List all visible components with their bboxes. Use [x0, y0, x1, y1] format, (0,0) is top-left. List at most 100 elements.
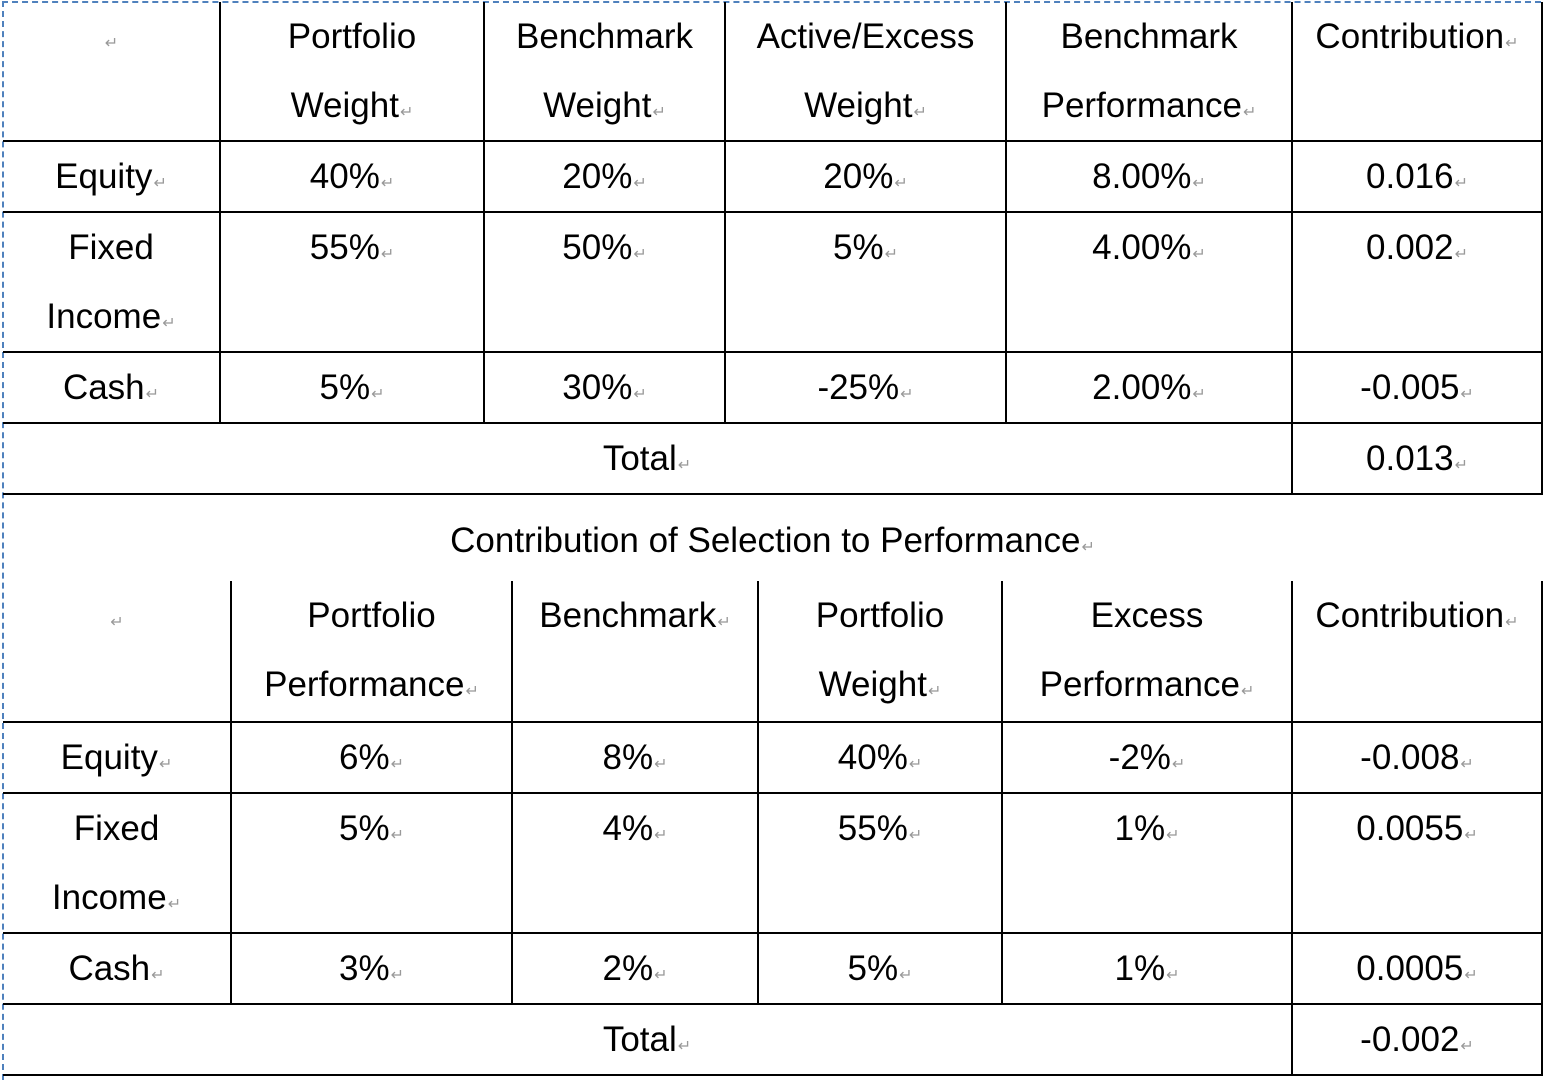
- table-cell: 1%↵: [1001, 932, 1293, 1005]
- cell-line: Weight↵: [727, 71, 1004, 139]
- total-row: Total↵ -0.002↵: [3, 1003, 1543, 1076]
- return-mark-icon: ↵: [1166, 967, 1180, 984]
- table-cell: 0.002↵: [1291, 211, 1543, 353]
- return-mark-icon: ↵: [1505, 614, 1519, 631]
- return-mark-icon: ↵: [145, 386, 160, 403]
- table-cell: 40%↵: [757, 721, 1003, 794]
- cell-text: Portfolio: [815, 596, 945, 635]
- cell-line: 5%↵: [222, 354, 482, 421]
- column-header: Contribution↵: [1291, 581, 1543, 723]
- table-cell: 0.016↵: [1291, 140, 1543, 213]
- return-mark-icon: ↵: [1454, 457, 1468, 474]
- table-row: Cash↵ 5%↵ 30%↵ -25%↵ 2.00%↵ -0.005↵: [3, 351, 1543, 424]
- cell-line: Performance↵: [233, 650, 510, 719]
- cell-text: Performance: [264, 665, 465, 704]
- cell-line: 55%↵: [222, 214, 482, 282]
- return-mark-icon: ↵: [380, 246, 395, 263]
- table-cell: 4%↵: [511, 792, 759, 934]
- return-mark-icon: ↵: [913, 104, 927, 121]
- table-cell: 1%↵: [1001, 792, 1293, 934]
- cell-text: Fixed: [73, 809, 160, 848]
- cell-line: Total↵: [3, 425, 1290, 492]
- cell-line: 1%↵: [1004, 795, 1290, 863]
- cell-line: Weight↵: [222, 71, 482, 139]
- cell-text: 8.00%: [1092, 157, 1192, 196]
- column-header: Portfolio Weight↵: [219, 2, 485, 142]
- cell-line: 0.0055↵: [1294, 795, 1540, 863]
- table-cell: 2%↵: [511, 932, 759, 1005]
- table-cell: 8.00%↵: [1005, 140, 1293, 213]
- return-mark-icon: ↵: [908, 827, 923, 844]
- cell-text: -0.008: [1360, 738, 1460, 777]
- cell-line: Equity↵: [3, 724, 229, 791]
- row-label: Cash↵: [3, 351, 221, 424]
- cell-line: 55%↵: [760, 795, 1000, 863]
- cell-line: 20%↵: [727, 143, 1004, 210]
- table-row: Fixed Income↵ 5%↵ 4%↵ 55%↵ 1%↵ 0.0055↵: [3, 792, 1543, 934]
- row-label: Equity↵: [3, 140, 221, 213]
- cell-text: Total: [602, 1020, 677, 1059]
- row-label: Fixed Income↵: [3, 211, 221, 353]
- cell-text: 55%: [837, 809, 908, 848]
- cell-line: Benchmark↵: [514, 581, 756, 650]
- table-row: Cash↵ 3%↵ 2%↵ 5%↵ 1%↵ 0.0005↵: [3, 932, 1543, 1005]
- cell-line: 2.00%↵: [1008, 354, 1290, 421]
- cell-text: -25%: [817, 368, 900, 407]
- return-mark-icon: ↵: [633, 175, 647, 192]
- cell-line: 8%↵: [514, 724, 756, 791]
- cell-text: 0.013: [1366, 439, 1454, 478]
- cell-text: Benchmark: [539, 596, 717, 635]
- cell-text: Cash: [62, 368, 145, 407]
- column-header: Benchmark↵: [511, 581, 759, 723]
- cell-text: 4.00%: [1092, 228, 1192, 267]
- cell-text: 4%: [602, 809, 654, 848]
- cell-text: 0.0055: [1356, 809, 1464, 848]
- return-mark-icon: ↵: [894, 175, 908, 192]
- return-mark-icon: ↵: [380, 175, 395, 192]
- table-cell: -0.008↵: [1291, 721, 1543, 794]
- cell-text: 40%: [309, 157, 380, 196]
- return-mark-icon: ↵: [1192, 386, 1206, 403]
- column-header: Excess Performance↵: [1001, 581, 1293, 723]
- return-mark-icon: ↵: [153, 175, 167, 192]
- return-mark-icon: ↵: [927, 683, 942, 700]
- cell-line: Benchmark: [1008, 2, 1290, 71]
- cell-text: Weight: [818, 665, 927, 704]
- return-mark-icon: ↵: [371, 386, 385, 403]
- table-cell: -0.005↵: [1291, 351, 1543, 424]
- return-mark-icon: ↵: [1166, 827, 1180, 844]
- cell-text: 3%: [339, 949, 390, 988]
- cell-text: 20%: [823, 157, 894, 196]
- cell-text: Weight: [290, 86, 399, 125]
- cell-line: Excess: [1004, 581, 1290, 650]
- return-mark-icon: ↵: [717, 614, 731, 631]
- column-header: Benchmark Weight↵: [483, 2, 726, 142]
- return-mark-icon: ↵: [1464, 967, 1478, 984]
- cell-text: 0.0005: [1356, 949, 1464, 988]
- return-mark-icon: ↵: [652, 104, 666, 121]
- cell-line: 5%↵: [760, 935, 1000, 1002]
- total-row: Total↵ 0.013↵: [3, 422, 1543, 495]
- allocation-table: ↵ Portfolio Weight↵ Benchmark Weight↵ Active/…: [3, 2, 1543, 495]
- cell-text: Weight: [804, 86, 913, 125]
- cell-line: 40%↵: [760, 724, 1000, 791]
- cell-text: 20%: [562, 157, 633, 196]
- cell-text: Fixed: [68, 228, 154, 267]
- return-mark-icon: ↵: [399, 104, 414, 121]
- return-mark-icon: ↵: [1242, 104, 1257, 121]
- cell-line: 5%↵: [233, 795, 510, 863]
- cell-line: 4.00%↵: [1008, 214, 1290, 282]
- table-cell: 2.00%↵: [1005, 351, 1293, 424]
- table-cell: 6%↵: [230, 721, 513, 794]
- cell-line: Contribution↵: [1294, 2, 1540, 71]
- cell-line: Cash↵: [3, 935, 229, 1002]
- cell-text: Equity: [60, 738, 158, 777]
- cell-line: -25%↵: [727, 354, 1004, 421]
- cell-text: Income: [51, 878, 167, 917]
- column-header: Active/Excess Weight↵: [724, 2, 1007, 142]
- cell-line: Benchmark: [486, 2, 723, 71]
- cell-text: Contribution: [1315, 17, 1505, 56]
- cell-line: Weight↵: [760, 650, 1000, 719]
- return-mark-icon: ↵: [654, 756, 668, 773]
- cell-line: 2%↵: [514, 935, 756, 1002]
